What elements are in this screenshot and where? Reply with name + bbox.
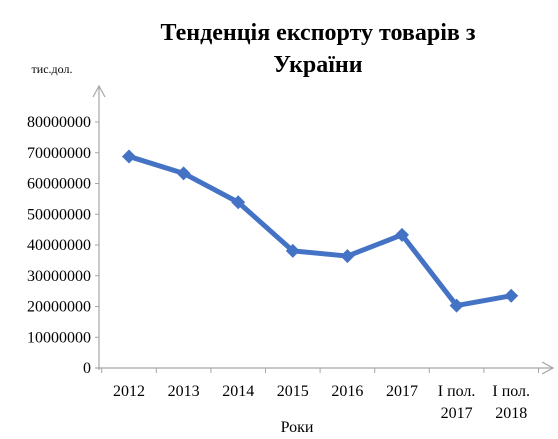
chart-title-line-2: України — [273, 52, 362, 78]
series-line — [126, 153, 514, 309]
data-point-marker — [176, 166, 191, 181]
y-tick-label: 20000000 — [27, 299, 91, 316]
y-tick-label: 50000000 — [27, 206, 91, 223]
x-axis-arrow — [541, 361, 555, 375]
y-tick-labels: 0 10000000 20000000 30000000 40000000 5000000… — [27, 114, 99, 377]
data-point-marker — [285, 243, 300, 258]
y-tick-label: 30000000 — [27, 268, 91, 285]
x-tick-label: 2017 — [386, 383, 418, 400]
y-tick-label: 80000000 — [27, 114, 91, 131]
x-tick-label: 2014 — [222, 383, 254, 400]
data-point-marker — [231, 195, 246, 210]
x-tick-label: 2016 — [331, 383, 363, 400]
x-axis-title: Роки — [281, 419, 314, 436]
y-tick-label: 40000000 — [27, 237, 91, 254]
y-tick-label: 60000000 — [27, 176, 91, 193]
x-tick-labels: 2012 2013 2014 2015 2016 2017 І пол. 2017 І пол.… — [101, 368, 539, 422]
chart-title-line-1: Тенденція експорту товарів з — [161, 20, 476, 46]
y-axis-arrow — [92, 84, 106, 98]
x-tick-label: І пол. 2017 — [438, 383, 476, 422]
data-point-marker — [395, 227, 409, 242]
x-tick-label: 2013 — [168, 383, 200, 400]
x-tick-label: 2015 — [277, 383, 309, 400]
data-point-marker — [449, 298, 464, 313]
series-layer — [122, 149, 519, 313]
axes — [92, 84, 555, 375]
y-tick-label: 10000000 — [27, 329, 91, 346]
y-axis-unit-label: тис.дол. — [32, 62, 73, 76]
data-point-marker — [340, 249, 355, 264]
y-tick-label: 0 — [83, 360, 91, 377]
data-point-marker — [504, 288, 519, 303]
data-point-marker — [122, 149, 136, 164]
y-tick-label: 70000000 — [27, 145, 91, 162]
x-tick-label: 2012 — [113, 383, 145, 400]
x-tick-label: І пол. 2018 — [492, 383, 530, 422]
